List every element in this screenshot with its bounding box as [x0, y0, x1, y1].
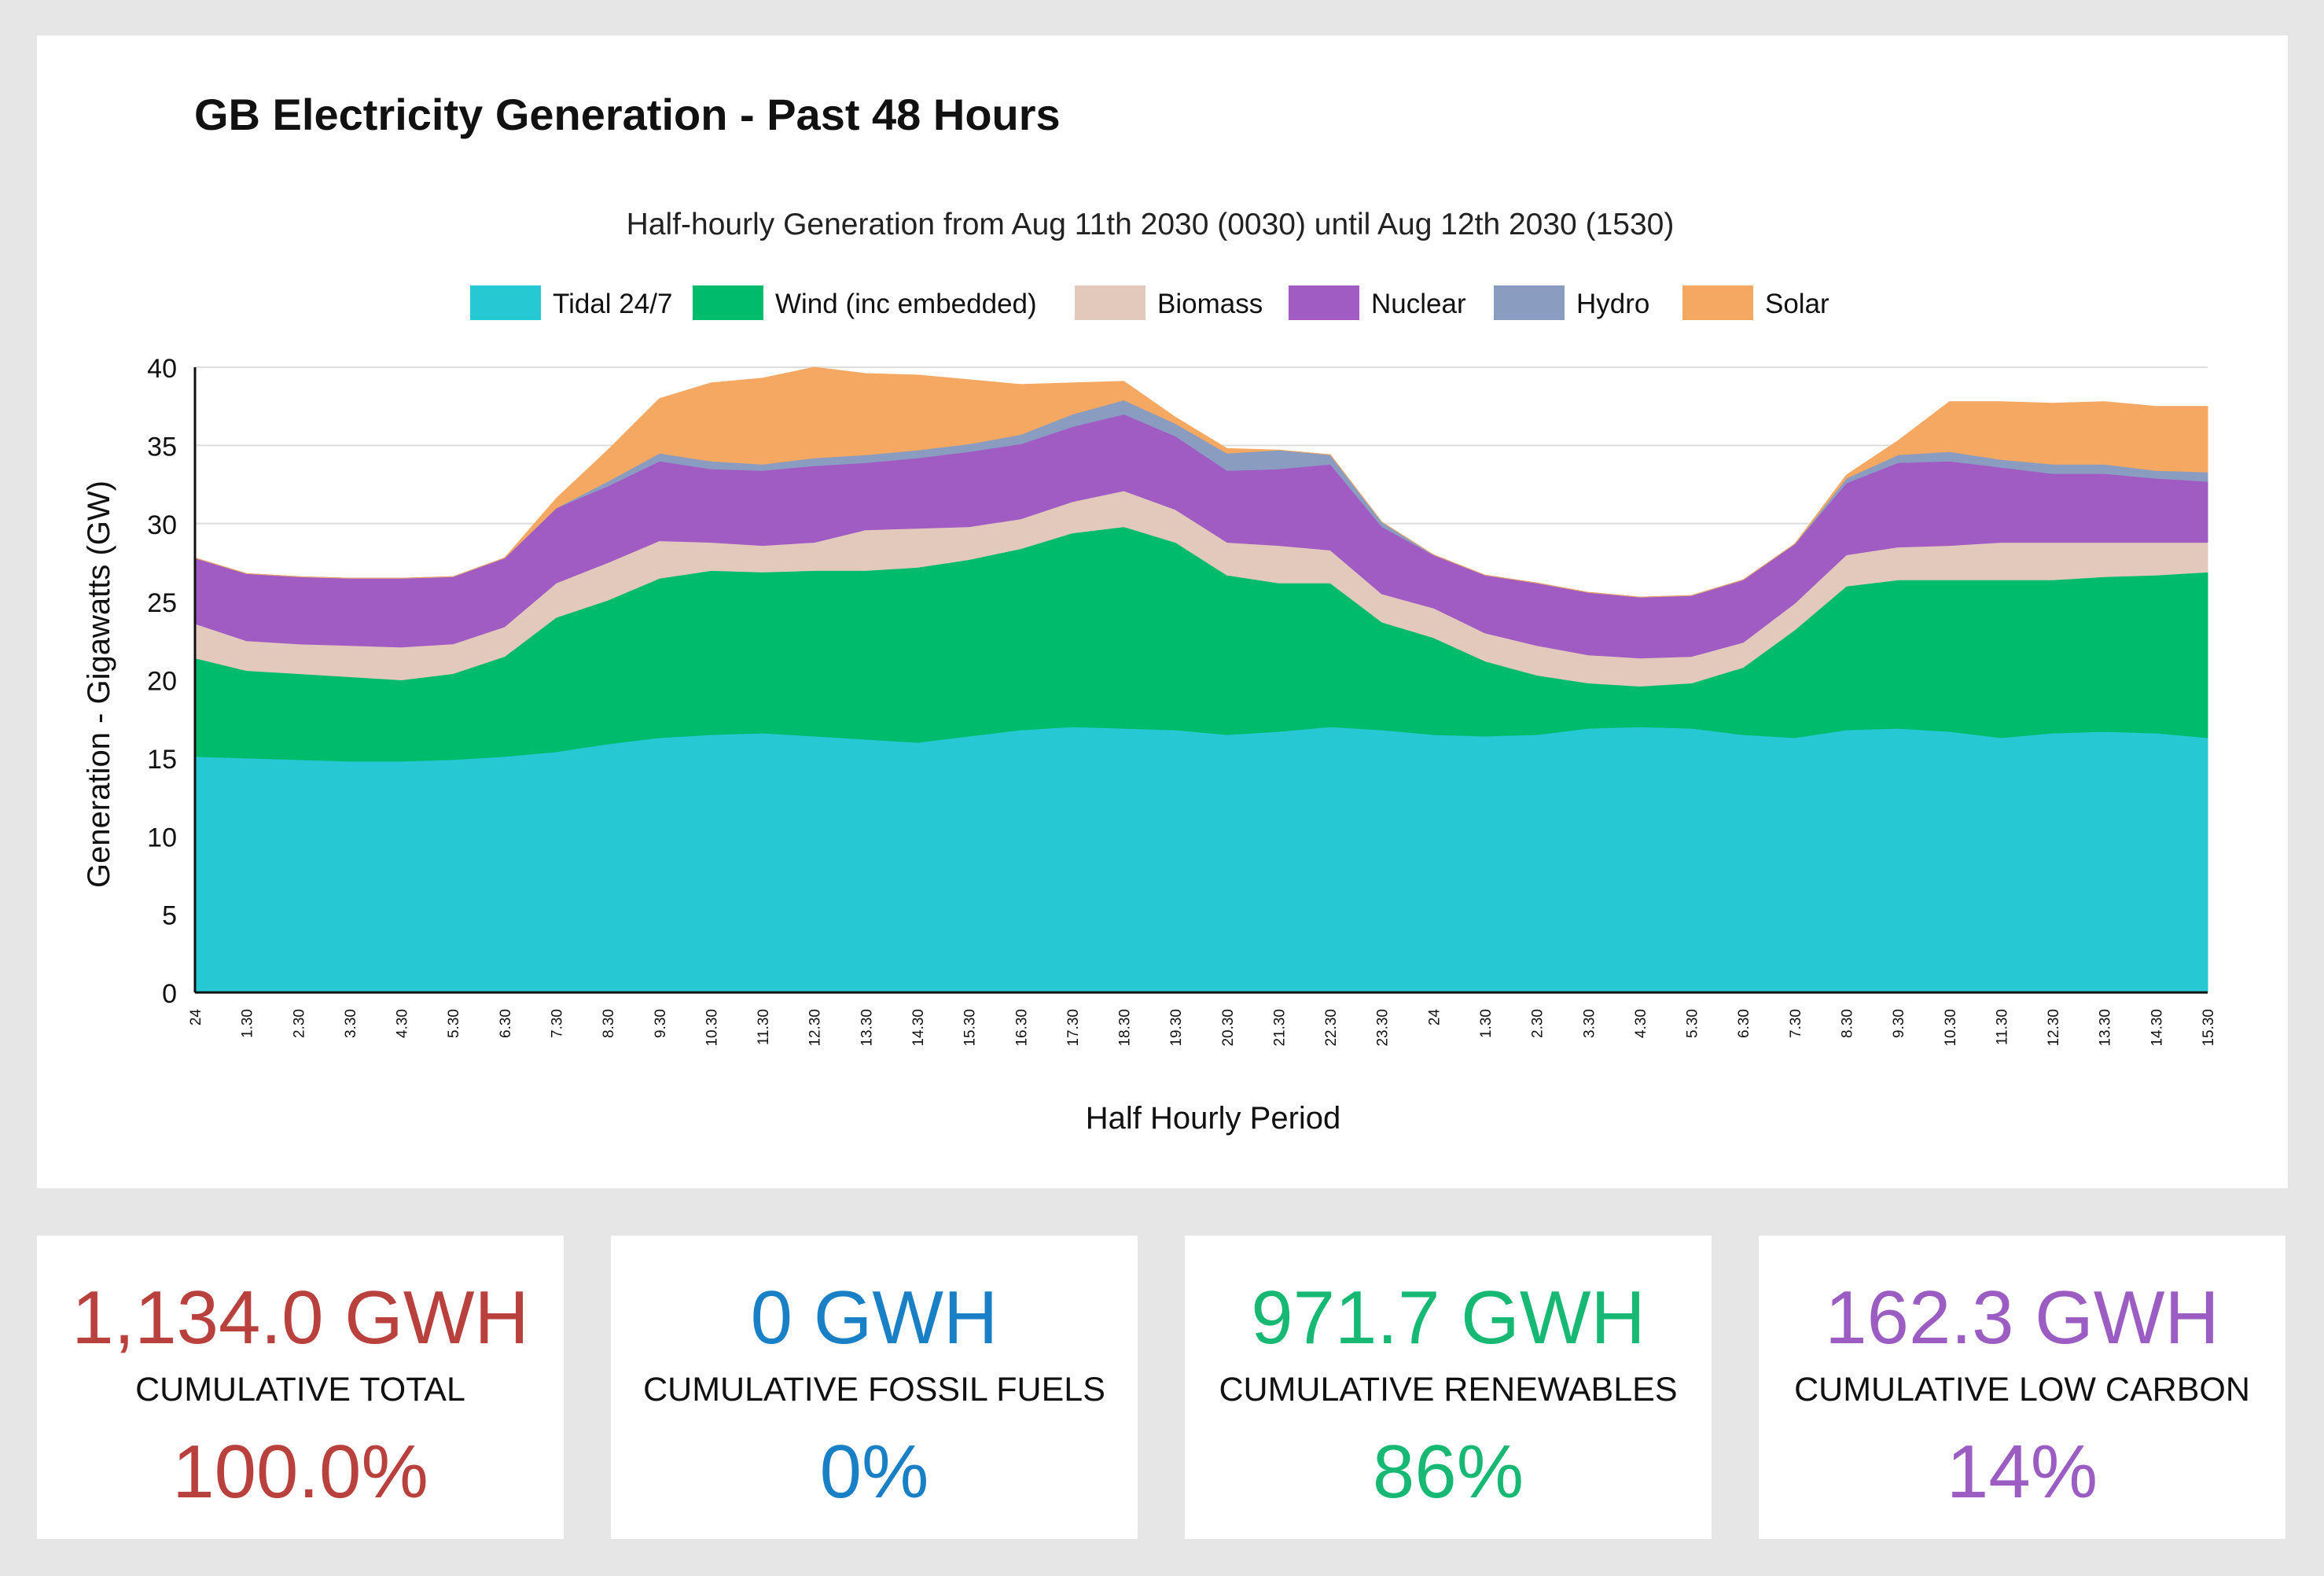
x-tick-label-11: 11.30 — [756, 1009, 772, 1045]
x-tick-label-17: 17.30 — [1065, 1009, 1082, 1047]
legend: Tidal 24/7 Wind (inc embedded) Biomass Nucl… — [470, 285, 1829, 320]
card-percent: 0% — [819, 1430, 929, 1514]
x-tick-labels: 24 1.30 2.30 3.30 4.30 5.30 6.30 7.30 8.30 9.30 10… — [188, 1009, 2217, 1047]
x-axis-title: Half Hourly Period — [1086, 1101, 1341, 1136]
x-tick-label-12: 12.30 — [807, 1009, 824, 1047]
x-tick-label-32: 8.30 — [1840, 1009, 1856, 1038]
x-tick-label-34: 10.30 — [1943, 1009, 1959, 1047]
legend-label-2: Biomass — [1157, 289, 1263, 319]
card-label: CUMULATIVE FOSSIL FUELS — [643, 1371, 1105, 1408]
summary-card-0: 1,134.0 GWH CUMULATIVE TOTAL 100.0% — [37, 1235, 564, 1539]
x-tick-label-6: 6.30 — [498, 1009, 514, 1038]
card-percent: 86% — [1372, 1430, 1524, 1514]
x-tick-label-7: 7.30 — [550, 1009, 566, 1038]
y-tick-label-4: 20 — [147, 667, 177, 697]
card-value: 162.3 GWH — [1825, 1276, 2219, 1360]
area-series-0 — [194, 726, 2208, 993]
legend-swatch-5 — [1682, 285, 1753, 320]
legend-label-0: Tidal 24/7 — [553, 289, 672, 319]
page-title: GB Electricity Generation - Past 48 Hour… — [194, 90, 1061, 139]
x-tick-label-31: 7.30 — [1788, 1009, 1804, 1038]
x-tick-label-25: 1.30 — [1478, 1009, 1495, 1038]
legend-swatch-0 — [470, 285, 541, 320]
x-tick-label-1: 1.30 — [240, 1009, 256, 1038]
chart-panel: GB Electricity Generation - Past 48 Hour… — [37, 35, 2288, 1188]
x-tick-label-15: 15.30 — [962, 1009, 979, 1047]
card-value: 1,134.0 GWH — [72, 1276, 529, 1360]
x-tick-label-23: 23.30 — [1375, 1009, 1392, 1047]
y-tick-label-7: 35 — [147, 432, 177, 462]
y-tick-label-0: 0 — [162, 979, 177, 1009]
x-tick-label-26: 2.30 — [1530, 1009, 1546, 1038]
x-tick-label-20: 20.30 — [1220, 1009, 1237, 1047]
card-percent: 14% — [1946, 1430, 2098, 1514]
y-tick-label-3: 15 — [147, 745, 177, 775]
legend-swatch-4 — [1494, 285, 1565, 320]
x-tick-label-27: 3.30 — [1581, 1009, 1598, 1038]
y-tick-label-8: 40 — [147, 354, 177, 384]
x-tick-label-19: 19.30 — [1168, 1009, 1185, 1047]
x-tick-label-38: 14.30 — [2149, 1009, 2165, 1047]
x-tick-label-9: 9.30 — [653, 1009, 669, 1038]
x-tick-label-2: 2.30 — [291, 1009, 307, 1038]
legend-label-4: Hydro — [1576, 289, 1649, 319]
x-tick-label-13: 13.30 — [859, 1009, 875, 1047]
card-label: CUMULATIVE RENEWABLES — [1219, 1371, 1678, 1408]
x-tick-label-4: 4.30 — [395, 1009, 411, 1038]
x-tick-label-28: 4.30 — [1633, 1009, 1649, 1038]
y-axis-title: Generation - Gigawatts (GW) — [82, 481, 116, 888]
summary-card-1: 0 GWH CUMULATIVE FOSSIL FUELS 0% — [611, 1235, 1138, 1539]
x-tick-label-36: 12.30 — [2046, 1009, 2062, 1047]
y-tick-label-5: 25 — [147, 588, 177, 618]
x-tick-label-5: 5.30 — [446, 1009, 462, 1038]
x-tick-label-22: 22.30 — [1323, 1009, 1340, 1047]
x-tick-label-16: 16.30 — [1013, 1009, 1030, 1047]
legend-label-5: Solar — [1765, 289, 1829, 319]
axes — [193, 367, 2208, 994]
x-tick-label-10: 10.30 — [704, 1009, 720, 1047]
x-tick-label-18: 18.30 — [1117, 1009, 1134, 1047]
x-tick-label-14: 14.30 — [910, 1009, 927, 1047]
area-series — [194, 366, 2208, 993]
x-tick-label-35: 11.30 — [1994, 1009, 2010, 1045]
legend-swatch-3 — [1289, 285, 1359, 320]
x-tick-label-29: 5.30 — [1685, 1009, 1701, 1038]
generation-chart: 0 5 10 15 20 25 30 35 40 24 1.30 2.30 3.30 4.30 5.30 6… — [82, 208, 2217, 1136]
legend-swatch-1 — [693, 285, 763, 320]
x-tick-label-39: 15.30 — [2201, 1009, 2217, 1047]
y-tick-label-1: 5 — [162, 901, 177, 931]
legend-label-3: Nuclear — [1371, 289, 1466, 319]
x-tick-label-3: 3.30 — [343, 1009, 359, 1038]
card-label: CUMULATIVE TOTAL — [135, 1371, 465, 1408]
y-tick-label-6: 30 — [147, 510, 177, 540]
x-tick-label-30: 6.30 — [1736, 1009, 1752, 1038]
legend-swatch-2 — [1075, 285, 1145, 320]
y-tick-label-2: 10 — [147, 823, 177, 852]
card-percent: 100.0% — [172, 1430, 428, 1514]
x-tick-label-0: 24 — [188, 1009, 204, 1026]
y-tick-labels: 0 5 10 15 20 25 30 35 40 — [147, 354, 177, 1009]
legend-label-1: Wind (inc embedded) — [775, 289, 1037, 319]
card-value: 0 GWH — [750, 1276, 998, 1360]
area-series-5 — [194, 366, 2208, 598]
summary-card-3: 162.3 GWH CUMULATIVE LOW CARBON 14% — [1759, 1235, 2285, 1539]
card-value: 971.7 GWH — [1251, 1276, 1646, 1360]
x-tick-label-33: 9.30 — [1891, 1009, 1907, 1038]
x-tick-label-37: 13.30 — [2098, 1009, 2114, 1047]
x-tick-label-24: 24 — [1426, 1009, 1443, 1026]
chart-subtitle: Half-hourly Generation from Aug 11th 203… — [627, 208, 1675, 241]
card-label: CUMULATIVE LOW CARBON — [1794, 1371, 2250, 1408]
summary-card-2: 971.7 GWH CUMULATIVE RENEWABLES 86% — [1185, 1235, 1712, 1539]
x-tick-label-8: 8.30 — [601, 1009, 617, 1038]
x-tick-label-21: 21.30 — [1272, 1009, 1289, 1047]
